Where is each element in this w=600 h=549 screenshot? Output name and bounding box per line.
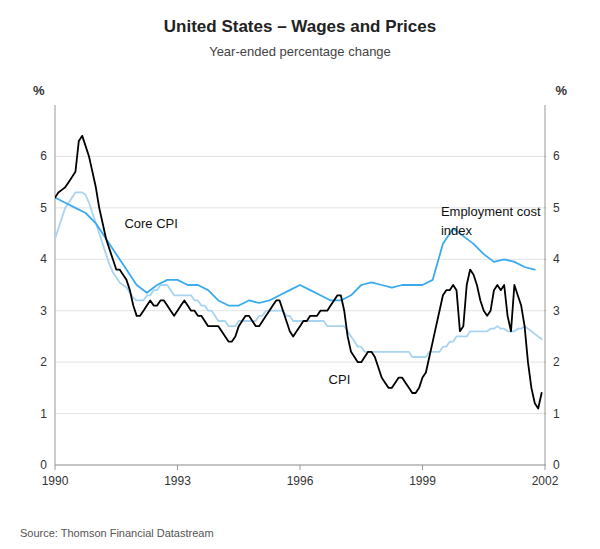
y-tick-label: 6 — [40, 149, 47, 163]
x-tick — [545, 465, 546, 470]
x-tick-label: 1999 — [409, 474, 436, 488]
grid-line — [55, 259, 545, 260]
y-axis-line — [55, 105, 56, 465]
y2-tick — [545, 156, 546, 157]
y-tick-label: 1 — [40, 407, 47, 421]
annotation: Core CPI — [124, 216, 177, 231]
y2-tick-label: 1 — [553, 407, 560, 421]
y-tick-label: 2 — [40, 355, 47, 369]
y-axis-label: % — [33, 83, 45, 98]
chart-container: United States – Wages and Prices Year-end… — [0, 0, 600, 549]
y-tick-label: 0 — [40, 458, 47, 472]
axes: 1990 1993 1996 1999 2002 0 1 2 3 4 5 6 0 1 2 3 4 5 6 — [40, 105, 560, 488]
annotation: Employment cost — [441, 204, 541, 219]
chart-svg: United States – Wages and Prices Year-end… — [0, 0, 600, 549]
y2-tick — [545, 207, 546, 208]
y-tick-label: 5 — [40, 201, 47, 215]
x-tick-label: 1993 — [164, 474, 191, 488]
x-tick — [177, 465, 178, 470]
annotations: Core CPI CPI Employment cost index — [124, 204, 541, 387]
source: Source: Thomson Financial Datastream — [20, 527, 214, 539]
subtitle: Year-ended percentage change — [209, 44, 391, 59]
y2-tick — [545, 413, 546, 414]
y2-tick-label: 5 — [553, 201, 560, 215]
x-tick — [55, 465, 56, 470]
y2-tick-label: 4 — [553, 252, 560, 266]
y2-tick — [545, 310, 546, 311]
grid-line — [55, 413, 545, 414]
x-tick-label: 1996 — [287, 474, 314, 488]
x-tick-label: 2002 — [532, 474, 559, 488]
y-tick-label: 4 — [40, 252, 47, 266]
grid-line — [55, 362, 545, 363]
x-tick — [300, 465, 301, 470]
y2-axis-line — [545, 105, 546, 465]
y2-tick — [545, 259, 546, 260]
y2-tick-label: 3 — [553, 304, 560, 318]
grid — [55, 156, 545, 465]
y-tick-label: 3 — [40, 304, 47, 318]
grid-line — [55, 310, 545, 311]
y2-tick — [545, 465, 546, 466]
annotation: index — [441, 223, 473, 238]
x-tick-label: 1990 — [42, 474, 69, 488]
grid-line — [55, 156, 545, 157]
y2-tick-label: 2 — [553, 355, 560, 369]
annotation: CPI — [329, 372, 351, 387]
title: United States – Wages and Prices — [164, 17, 436, 36]
y2-tick-label: 6 — [553, 149, 560, 163]
y2-tick — [545, 362, 546, 363]
y2-tick-label: 0 — [553, 458, 560, 472]
y2-axis-label: % — [555, 83, 567, 98]
series-line — [55, 136, 542, 409]
x-tick — [422, 465, 423, 470]
series-group — [55, 136, 542, 409]
